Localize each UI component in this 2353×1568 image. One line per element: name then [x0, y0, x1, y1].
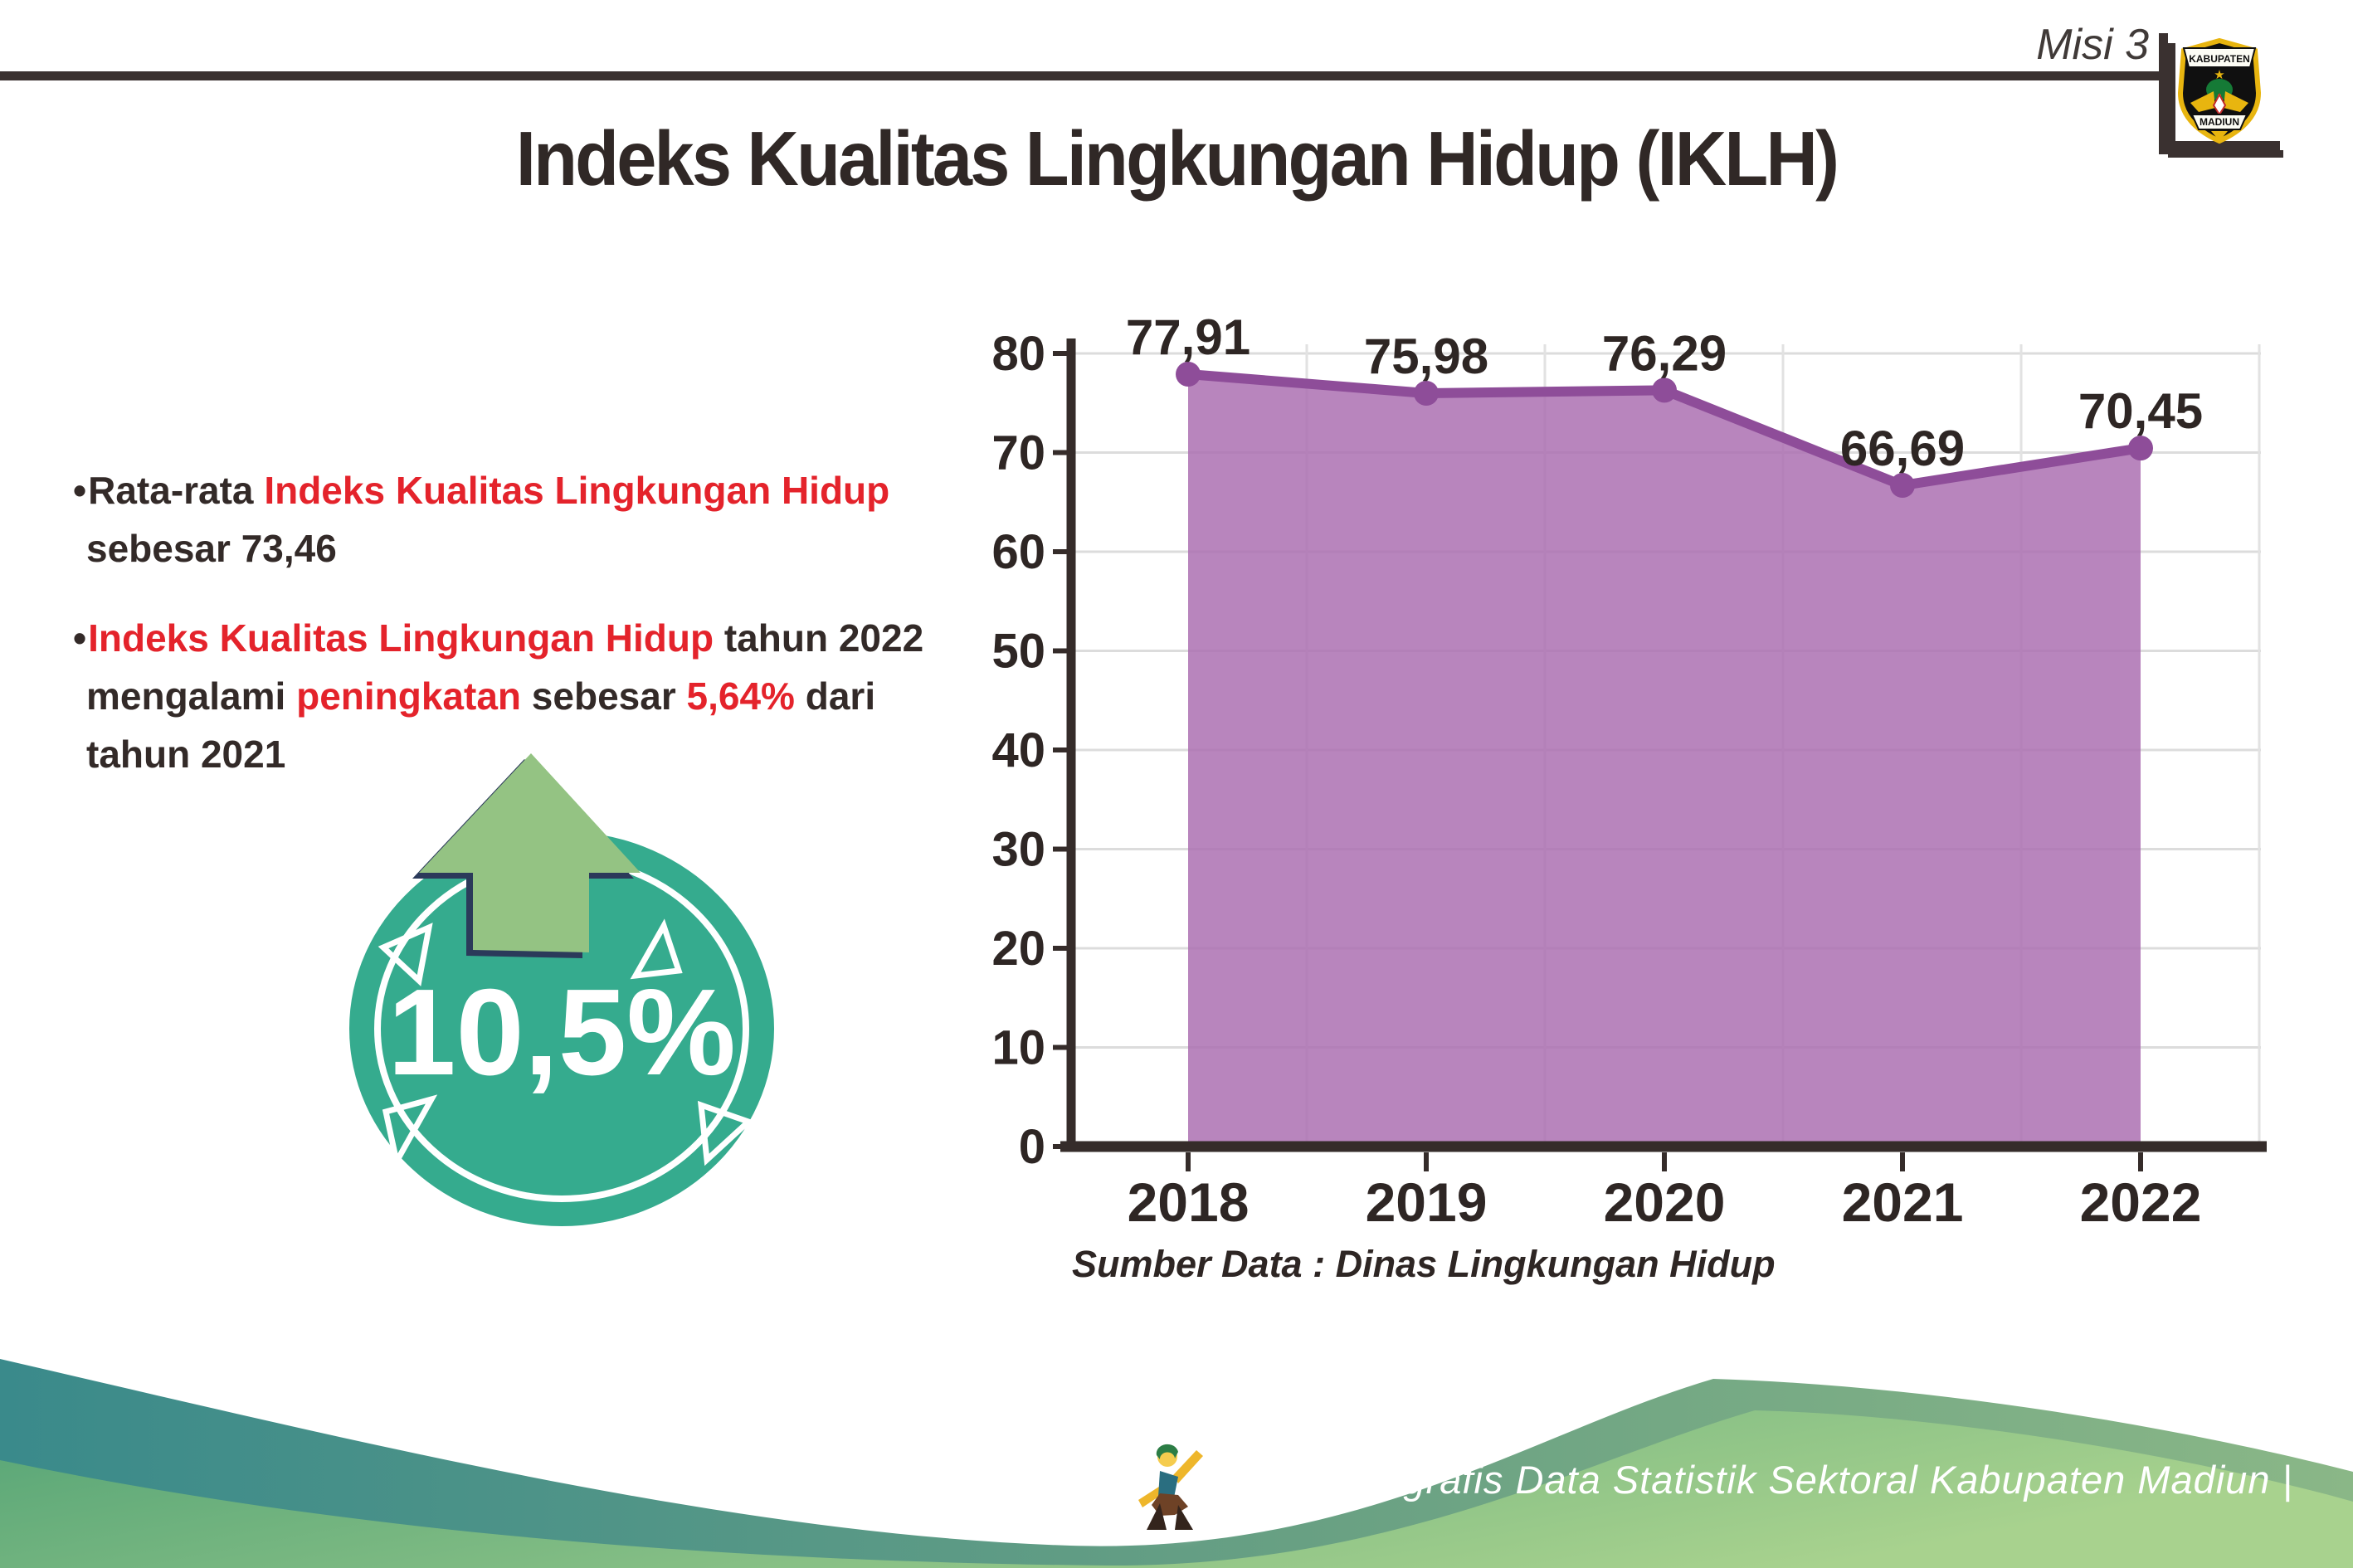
y-tick-label: 10	[991, 1021, 1045, 1075]
data-point-label: 70,45	[2078, 383, 2203, 439]
bullet-text-segment: peningkatan	[296, 674, 522, 718]
mascot-icon	[1138, 1444, 1203, 1530]
bullet-text-segment: sebesar	[521, 674, 687, 718]
bullet-item: •Rata-rata Indeks Kualitas Lingkungan Hi…	[73, 461, 986, 577]
y-tick-label: 80	[991, 327, 1045, 381]
bullet-text-segment: Indeks Kualitas Lingkungan Hidup	[88, 616, 714, 660]
bullet-text-segment: 5,64%	[686, 674, 795, 718]
footer-wave-green	[0, 1410, 2353, 1568]
left-wing-icon	[2190, 91, 2215, 112]
x-tick-label: 2018	[1128, 1171, 1250, 1233]
decor-triangle-nw	[378, 923, 433, 986]
data-point-marker	[1176, 361, 1201, 387]
misi-label: Misi 3	[2036, 21, 2149, 69]
bullet-text-segment: dari	[794, 674, 876, 718]
data-point-label: 76,29	[1602, 325, 1727, 381]
up-arrow-icon	[419, 753, 641, 952]
y-tick-label: 50	[991, 625, 1045, 679]
y-tick-label: 0	[1019, 1120, 1045, 1174]
bullet-text-segment: Rata-rata	[88, 469, 265, 512]
header-rule	[0, 71, 2164, 80]
data-point-marker	[1890, 473, 1915, 499]
logo-bottom-text: MADIUN	[2200, 116, 2239, 128]
bullet-marker: •	[73, 616, 87, 660]
data-point-label: 66,69	[1840, 421, 1965, 476]
data-point-label: 75,98	[1364, 329, 1488, 384]
corner-bracket-vertical	[2159, 33, 2168, 154]
x-tick-label: 2022	[2080, 1171, 2202, 1233]
source-note: Sumber Data : Dinas Lingkungan Hidup	[1072, 1243, 1776, 1285]
star-icon: ★	[2214, 68, 2224, 82]
logo-tassel	[2211, 131, 2228, 141]
x-tick-label: 2021	[1842, 1171, 1964, 1233]
logo-top-banner	[2182, 47, 2257, 68]
page-title: Indeks Kualitas Lingkungan Hidup (IKLH)	[515, 115, 1839, 202]
x-tick-label: 2020	[1604, 1171, 1726, 1233]
mascot-raised-arm	[1173, 1450, 1203, 1483]
decor-triangle-sw	[382, 1094, 438, 1170]
bullet-item: •Indeks Kualitas Lingkungan Hidup tahun …	[73, 609, 986, 783]
data-point-marker	[1652, 377, 1677, 403]
bullet-marker: •	[73, 469, 87, 512]
logo-bottom-banner	[2190, 114, 2248, 130]
corner-bracket-shadow-h	[2168, 150, 2283, 158]
mascot-left-leg	[1147, 1503, 1167, 1530]
mascot-lower-arm	[1138, 1485, 1165, 1507]
bullet-list: •Rata-rata Indeks Kualitas Lingkungan Hi…	[73, 461, 986, 815]
data-point-marker	[2128, 436, 2153, 461]
bullet-text-segment: sebesar 73,46	[86, 527, 337, 570]
increase-badge: 10,5%	[349, 753, 774, 1226]
badge-value: 10,5%	[387, 964, 736, 1101]
data-point-label: 77,91	[1126, 309, 1250, 365]
corner-bracket-shadow-v	[2168, 43, 2175, 158]
footer-wave	[0, 1359, 2353, 1568]
y-tick-label: 30	[991, 823, 1045, 877]
y-tick-label: 70	[991, 426, 1045, 480]
bullet-line: •Indeks Kualitas Lingkungan Hidup tahun …	[73, 609, 986, 667]
logo-top-text: KABUPATEN	[2189, 53, 2250, 65]
kabupaten-madiun-logo: KABUPATEN ★ MADIUN	[2177, 38, 2262, 144]
mascot-cap	[1156, 1444, 1178, 1459]
bullet-line: tahun 2021	[73, 725, 986, 783]
y-tick-label: 20	[991, 922, 1045, 976]
bullet-line: mengalami peningkatan sebesar 5,64% dari	[73, 667, 986, 725]
bullet-text-segment: mengalami	[86, 674, 297, 718]
decor-triangle-se	[697, 1100, 754, 1166]
bullet-text-segment: tahun 2022	[714, 616, 924, 660]
mascot-right-leg	[1175, 1505, 1193, 1530]
bullet-text-segment: tahun 2021	[86, 733, 286, 776]
y-tick-label: 60	[991, 525, 1045, 579]
bullet-line: sebesar 73,46	[73, 519, 986, 577]
footer-credit: Media Infografis Data Statistik Sektoral…	[1213, 1458, 2293, 1502]
x-tick-label: 2019	[1366, 1171, 1488, 1233]
right-wing-icon	[2224, 91, 2248, 112]
decor-triangle-ne	[630, 918, 683, 980]
bullet-text-segment: Indeks Kualitas Lingkungan Hidup	[264, 469, 890, 512]
y-tick-label: 40	[991, 723, 1045, 777]
iklh-chart: 0 10 20 30 40 50 60 70 80 2018 2019 2020 2021 2022 77,…	[991, 309, 2267, 1233]
area-fill	[1188, 373, 2141, 1142]
bullet-line: •Rata-rata Indeks Kualitas Lingkungan Hi…	[73, 461, 986, 519]
corner-bracket-horizontal	[2159, 141, 2280, 150]
data-point-marker	[1414, 381, 1439, 407]
